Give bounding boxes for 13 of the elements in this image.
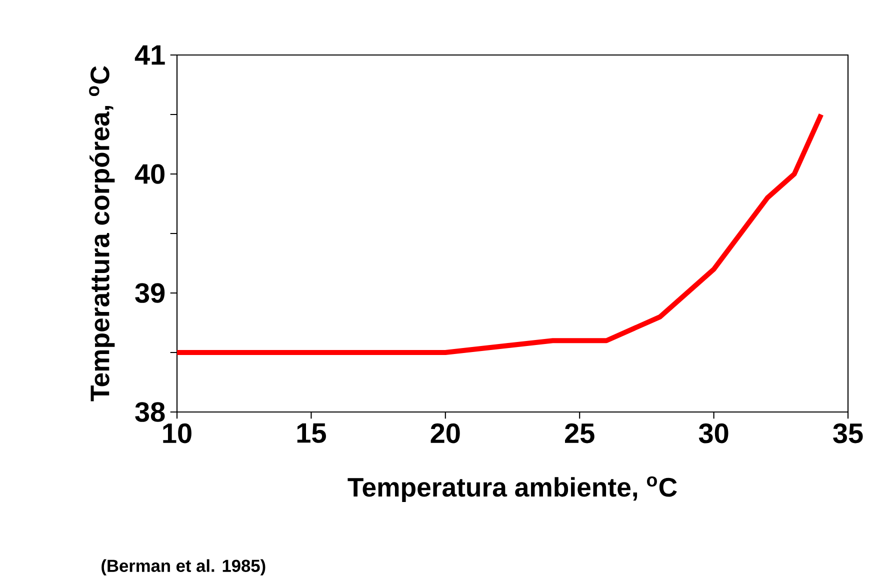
x-tick-label: 35 [833, 423, 863, 444]
y-tick-label: 38 [135, 402, 165, 422]
y-tick-label: 40 [134, 164, 164, 184]
x-tick-label: 20 [430, 423, 460, 444]
x-tick-label: 10 [163, 423, 192, 444]
x-tick-label: 15 [297, 423, 326, 443]
y-tick-label: 41 [134, 45, 165, 65]
y-axis-title: Temperattura corpórea, $^{o}$C [89, 66, 115, 402]
x-tick-label: 30 [698, 423, 728, 444]
x-tick-label: 25 [564, 423, 594, 444]
y-tick-label: 39 [135, 283, 165, 303]
x-axis-title: Temperatura ambiente, $^{o}$C [348, 476, 677, 502]
text: (Berman et al. 1985) [102, 559, 266, 576]
